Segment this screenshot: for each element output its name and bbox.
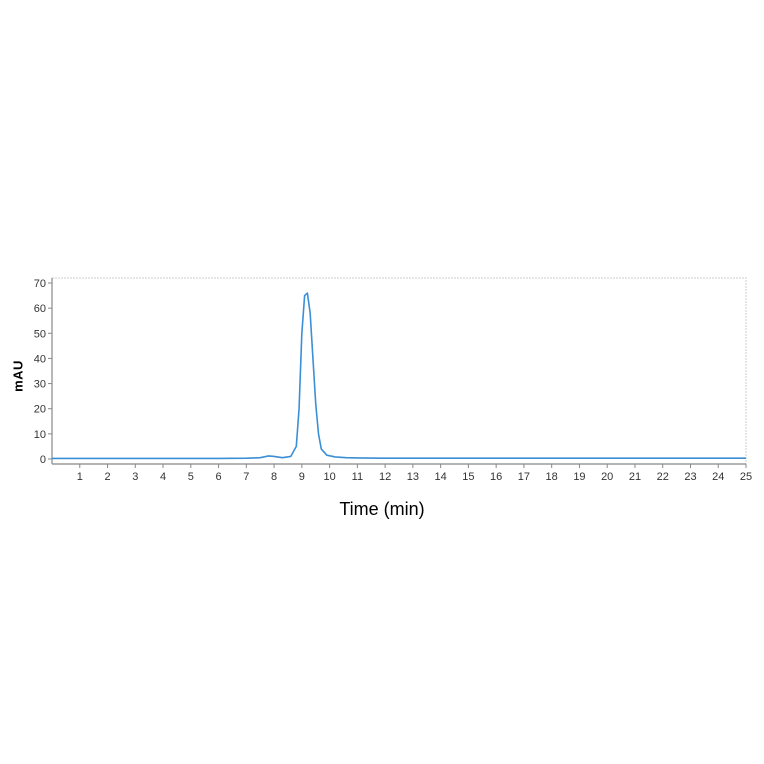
- x-tick-label: 12: [379, 471, 391, 483]
- x-tick-label: 3: [132, 471, 138, 483]
- x-tick-label: 25: [740, 471, 752, 483]
- y-tick-label: 40: [34, 353, 46, 365]
- x-tick-label: 2: [104, 471, 110, 483]
- chromatogram-chart: mAU 010203040506070123456789101112131415…: [10, 272, 754, 492]
- x-tick-label: 10: [323, 471, 335, 483]
- x-tick-label: 22: [657, 471, 669, 483]
- x-tick-label: 15: [462, 471, 474, 483]
- y-tick-label: 0: [40, 454, 46, 466]
- x-tick-label: 7: [243, 471, 249, 483]
- x-tick-label: 6: [215, 471, 221, 483]
- x-tick-label: 24: [712, 471, 724, 483]
- x-tick-label: 20: [601, 471, 613, 483]
- x-tick-label: 14: [435, 471, 447, 483]
- x-tick-label: 19: [573, 471, 585, 483]
- x-tick-label: 9: [299, 471, 305, 483]
- y-tick-label: 50: [34, 328, 46, 340]
- y-axis-label: mAU: [10, 360, 25, 392]
- x-tick-label: 17: [518, 471, 530, 483]
- x-tick-label: 1: [77, 471, 83, 483]
- x-tick-label: 4: [160, 471, 166, 483]
- x-tick-label: 18: [546, 471, 558, 483]
- y-tick-label: 70: [34, 278, 46, 290]
- x-tick-label: 16: [490, 471, 502, 483]
- y-tick-label: 60: [34, 303, 46, 315]
- x-tick-label: 11: [352, 471, 363, 483]
- x-axis-label: Time (min): [339, 499, 424, 520]
- x-tick-label: 13: [407, 471, 419, 483]
- x-tick-label: 8: [271, 471, 277, 483]
- chart-svg: 0102030405060701234567891011121314151617…: [10, 272, 754, 492]
- y-tick-label: 20: [34, 404, 46, 416]
- y-tick-label: 10: [34, 429, 46, 441]
- y-tick-label: 30: [34, 379, 46, 391]
- x-tick-label: 5: [188, 471, 194, 483]
- x-tick-label: 21: [629, 471, 641, 483]
- x-tick-label: 23: [684, 471, 696, 483]
